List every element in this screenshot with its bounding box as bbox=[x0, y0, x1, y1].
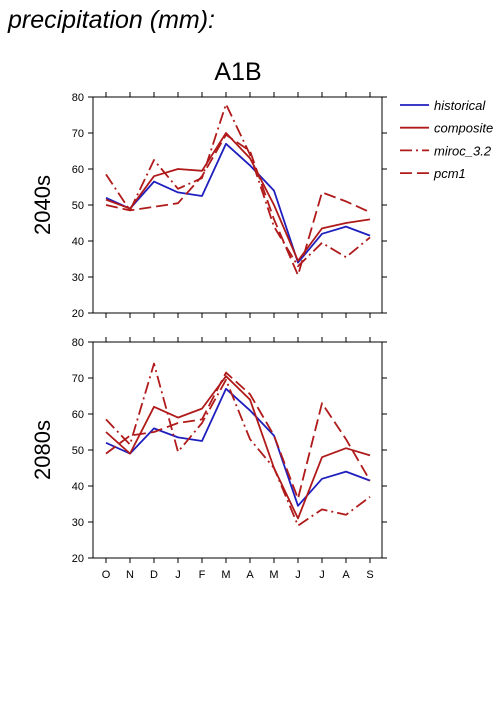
x-tick-label: J bbox=[319, 569, 325, 581]
legend-label: composite bbox=[434, 121, 493, 136]
x-tick-label: A bbox=[246, 569, 254, 581]
legend-item-miroc-3-2: miroc_3.2 bbox=[400, 143, 492, 158]
series-line-composite bbox=[105, 375, 371, 520]
series-line-historical bbox=[105, 142, 371, 264]
x-tick-label: S bbox=[366, 569, 373, 581]
row-label-2040s: 2040s bbox=[30, 175, 55, 235]
y-tick-label: 60 bbox=[72, 409, 84, 421]
x-tick-label: N bbox=[126, 569, 134, 581]
y-tick-label: 70 bbox=[72, 128, 84, 140]
panels-layer: 20 30 40 50 60 70 80 2040s 20 30 40 50 60 70 80 2080s O N… bbox=[30, 92, 387, 581]
series-line-pcm1 bbox=[105, 133, 371, 277]
legend-label: pcm1 bbox=[433, 166, 466, 181]
legend: historical composite miroc_3.2 pcm1 bbox=[400, 98, 493, 181]
y-tick-label: 30 bbox=[72, 517, 84, 529]
x-tick-label: M bbox=[269, 569, 278, 581]
row-label-2080s: 2080s bbox=[30, 420, 55, 480]
y-tick-label: 50 bbox=[72, 200, 84, 212]
y-tick-label: 40 bbox=[72, 481, 84, 493]
y-tick-label: 80 bbox=[72, 337, 84, 349]
scenario-title: A1B bbox=[214, 58, 261, 86]
legend-label: miroc_3.2 bbox=[434, 143, 492, 158]
series-line-miroc-3-2 bbox=[105, 103, 371, 268]
legend-item-composite: composite bbox=[400, 121, 493, 136]
series-line-pcm1 bbox=[105, 371, 371, 500]
y-tick-label: 20 bbox=[72, 308, 84, 320]
x-tick-label: D bbox=[150, 569, 158, 581]
series-line-miroc-3-2 bbox=[105, 362, 371, 527]
legend-label: historical bbox=[434, 98, 486, 113]
x-tick-label: A bbox=[342, 569, 350, 581]
y-tick-label: 20 bbox=[72, 553, 84, 565]
y-tick-label: 50 bbox=[72, 445, 84, 457]
legend-item-pcm1: pcm1 bbox=[400, 166, 466, 181]
y-tick-label: 60 bbox=[72, 164, 84, 176]
x-tick-label: J bbox=[295, 569, 301, 581]
panel-2080s: 20 30 40 50 60 70 80 2080s bbox=[30, 337, 387, 565]
x-tick-label: O bbox=[102, 569, 111, 581]
page-title: precipitation (mm): bbox=[8, 6, 215, 34]
y-tick-label: 80 bbox=[72, 92, 84, 104]
series-line-composite bbox=[105, 132, 371, 262]
y-tick-label: 40 bbox=[72, 236, 84, 248]
y-tick-label: 30 bbox=[72, 272, 84, 284]
x-tick-label: J bbox=[175, 569, 181, 581]
panel-2040s: 20 30 40 50 60 70 80 2040s bbox=[30, 92, 387, 320]
x-tick-label: M bbox=[221, 569, 230, 581]
legend-item-historical: historical bbox=[400, 98, 486, 113]
y-tick-label: 70 bbox=[72, 373, 84, 385]
series-line-historical bbox=[105, 387, 371, 507]
x-tick-label: F bbox=[199, 569, 206, 581]
